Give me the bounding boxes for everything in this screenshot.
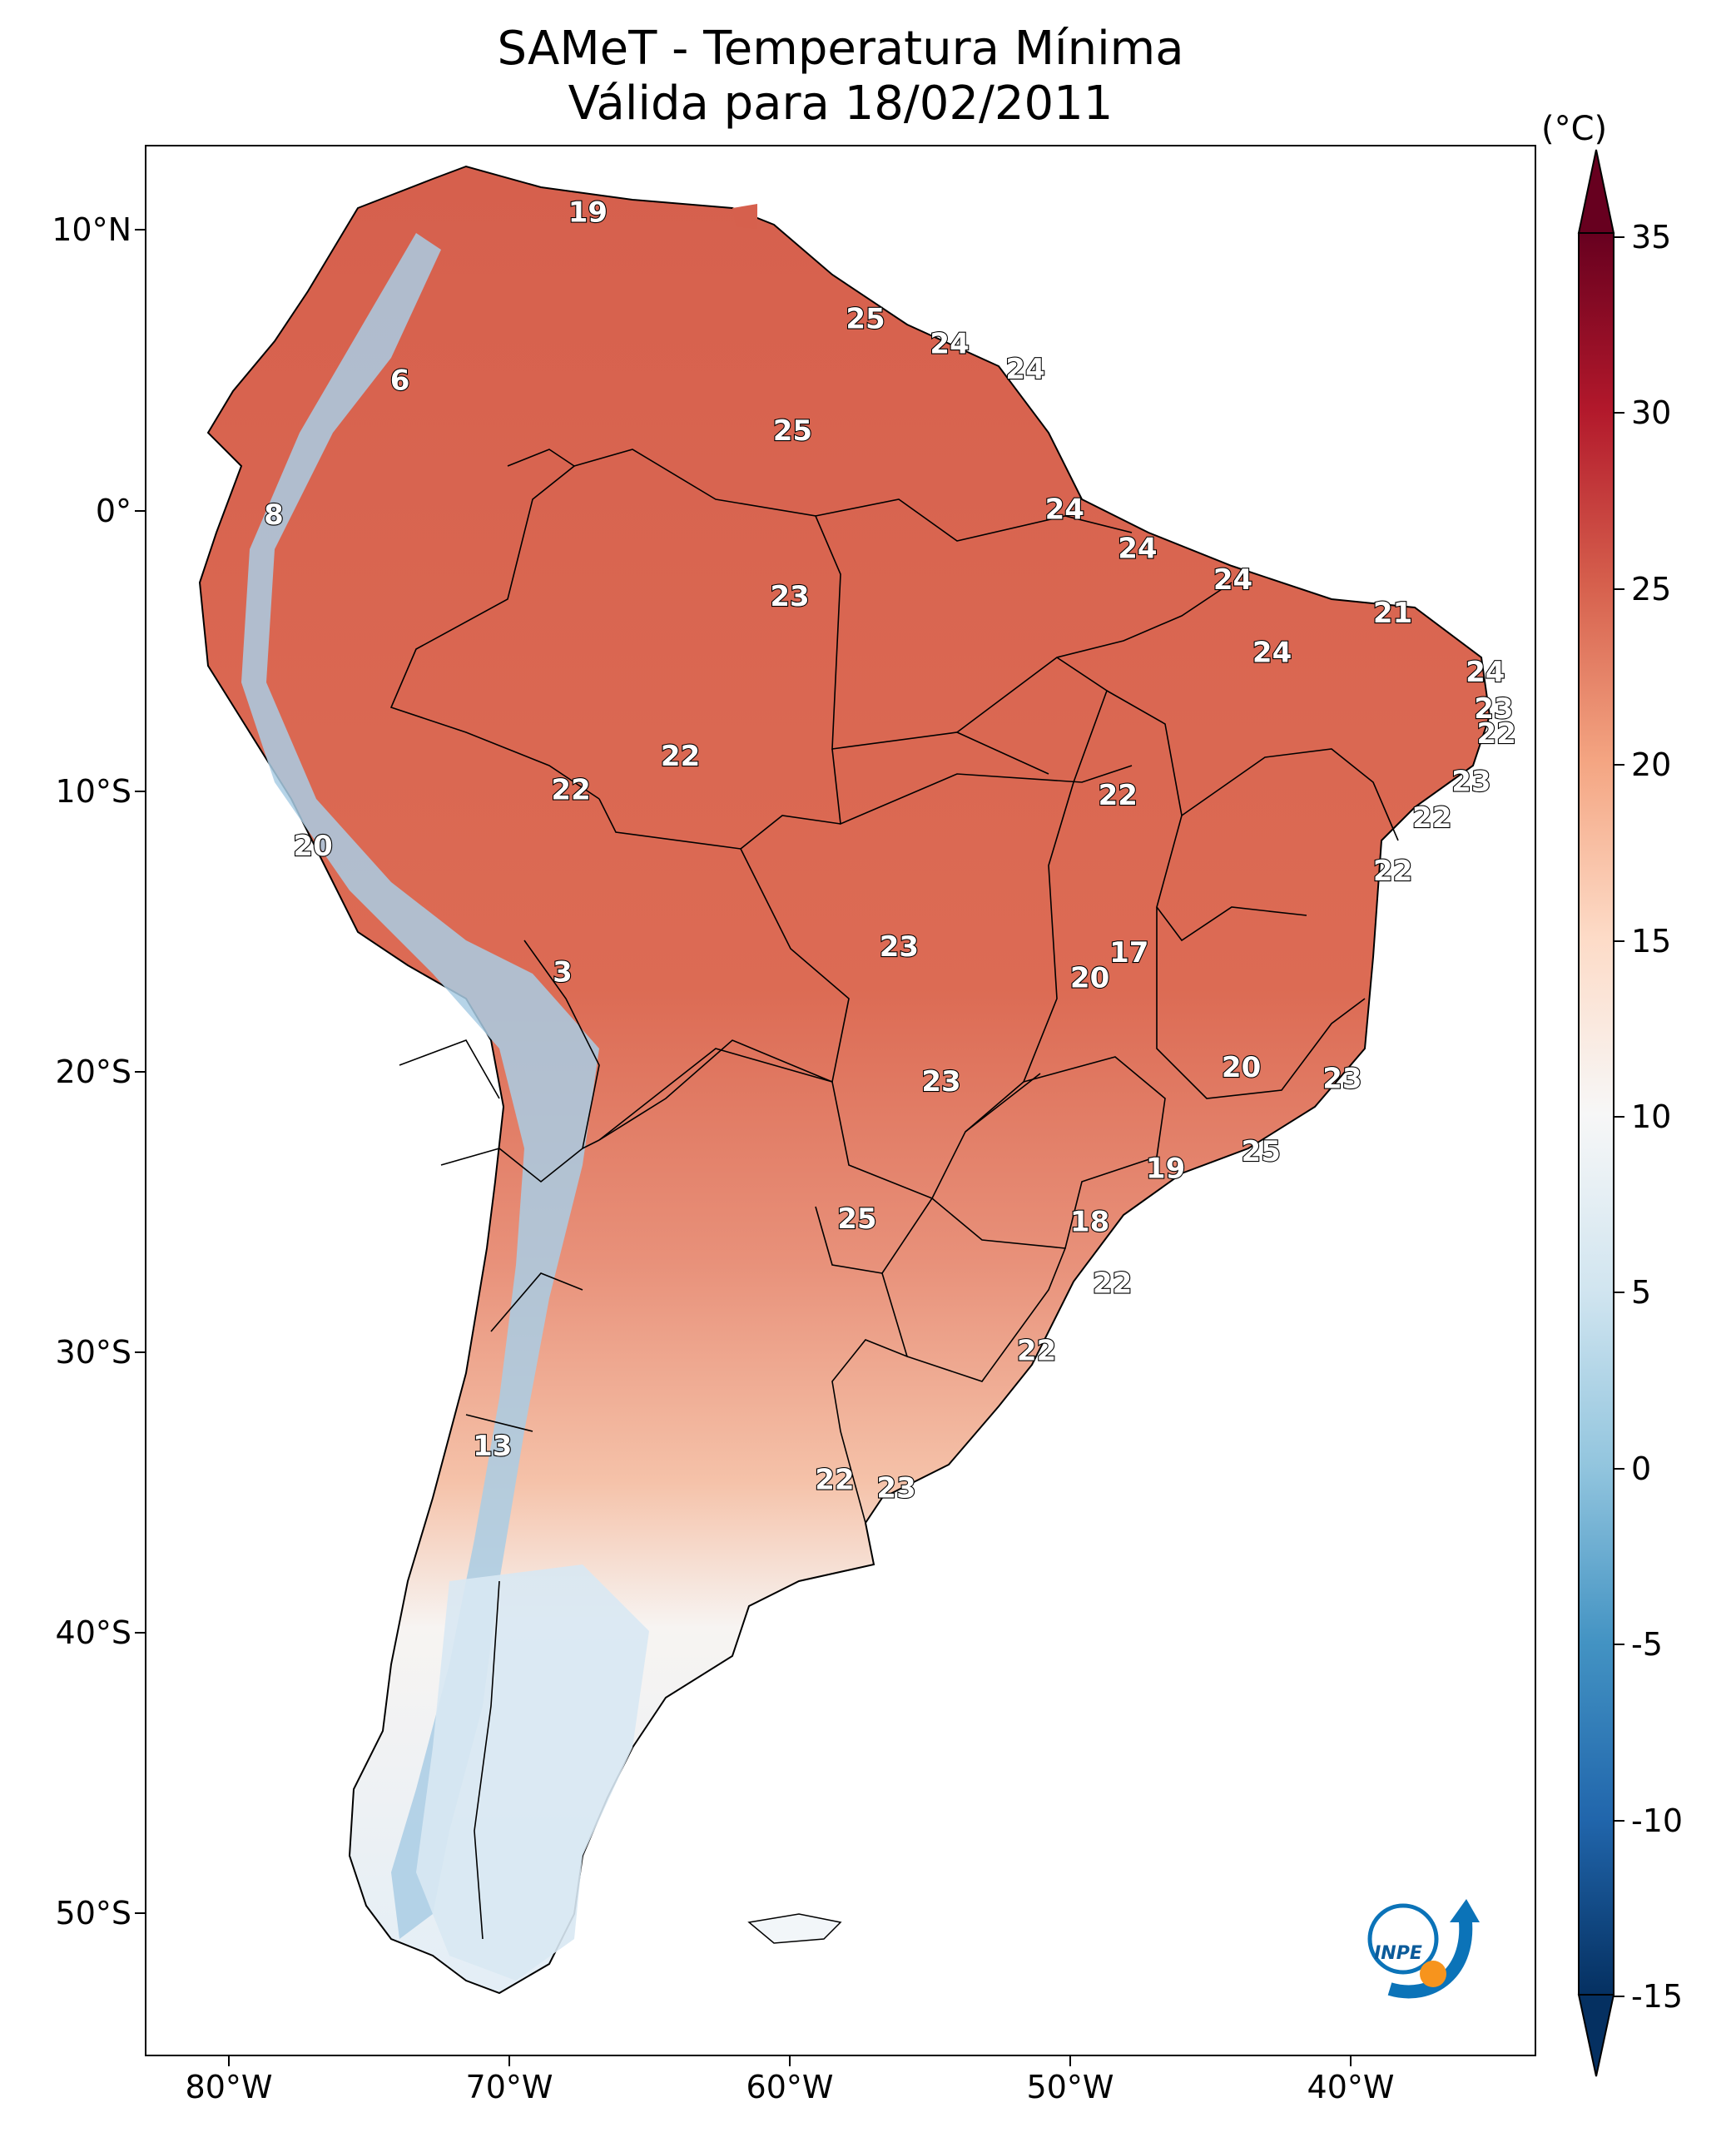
station-value-label: 23 — [1451, 765, 1490, 798]
andes-cold-region — [241, 233, 599, 1939]
lon-label-50w: 50°W — [1026, 2069, 1114, 2105]
station-value-label: 24 — [1005, 353, 1044, 386]
colorbar-tick-15: 15 — [1631, 923, 1672, 959]
lon-label-80w: 80°W — [185, 2069, 273, 2105]
svg-text:INPE: INPE — [1374, 1943, 1422, 1964]
station-value-label: 3 — [553, 956, 573, 989]
lon-label-40w: 40°W — [1307, 2069, 1395, 2105]
station-value-label: 13 — [473, 1430, 512, 1463]
station-value-label: 25 — [846, 302, 885, 335]
colorbar-tick-0: 0 — [1631, 1450, 1652, 1487]
colorbar — [1577, 149, 1624, 2077]
station-value-label: 19 — [568, 196, 608, 229]
inpe-logo: INPE — [1367, 1899, 1480, 1999]
station-value-label: 24 — [930, 328, 969, 361]
station-value-label: 20 — [293, 830, 332, 863]
station-value-label: 25 — [837, 1202, 876, 1236]
station-value-label: 22 — [1477, 717, 1516, 751]
axis-ticks — [135, 229, 1352, 2066]
station-value-label: 22 — [1373, 855, 1412, 888]
station-value-label: 24 — [1252, 636, 1292, 669]
station-value-label: 24 — [1213, 563, 1252, 597]
station-value-label: 23 — [921, 1065, 960, 1098]
station-value-label: 18 — [1070, 1206, 1109, 1239]
station-value-label: 22 — [661, 740, 700, 773]
station-value-label: 23 — [876, 1472, 915, 1505]
station-value-label: 23 — [1474, 692, 1513, 726]
colorbar-tick-30: 30 — [1631, 394, 1672, 431]
colorbar-tick-25: 25 — [1631, 571, 1672, 607]
station-value-label: 24 — [1118, 533, 1157, 566]
colorbar-tick-neg15: -15 — [1631, 1978, 1684, 2015]
station-value-label: 19 — [1146, 1153, 1185, 1186]
station-value-label: 25 — [1242, 1135, 1281, 1168]
station-value-label: 22 — [551, 774, 590, 807]
station-value-label: 20 — [1222, 1051, 1261, 1084]
lon-label-60w: 60°W — [746, 2069, 834, 2105]
colorbar-tick-35: 35 — [1631, 219, 1672, 255]
colorbar-tick-neg10: -10 — [1631, 1802, 1684, 1839]
trinidad-island — [732, 204, 757, 229]
map-border — [145, 145, 1536, 2056]
station-value-label: 22 — [815, 1464, 854, 1497]
station-value-label: 24 — [1466, 656, 1505, 689]
colorbar-tick-20: 20 — [1631, 746, 1672, 783]
station-value-label: 24 — [1045, 493, 1084, 527]
political-boundaries — [389, 449, 1399, 1940]
colorbar-tick-neg5: -5 — [1631, 1626, 1663, 1663]
lat-label-30s: 30°S — [55, 1334, 131, 1371]
falkland-islands — [747, 1913, 842, 1944]
south-america-landmass — [198, 165, 1491, 1995]
colorbar-tick-10: 10 — [1631, 1098, 1672, 1135]
station-value-label: 22 — [1093, 1267, 1132, 1301]
station-value-label: 20 — [1070, 961, 1109, 994]
station-value-label: 21 — [1373, 597, 1412, 630]
lat-label-10n: 10°N — [52, 211, 131, 248]
lat-label-10s: 10°S — [55, 773, 131, 810]
station-value-label: 23 — [1322, 1063, 1362, 1096]
station-value-label: 23 — [770, 580, 809, 613]
map-title: SAMeT - Temperatura Mínima — [497, 22, 1184, 76]
station-value-label: 22 — [1412, 801, 1451, 835]
station-value-label: 25 — [773, 414, 812, 448]
station-value-label: 23 — [880, 930, 919, 964]
colorbar-tick-5: 5 — [1631, 1274, 1652, 1311]
station-value-label: 17 — [1109, 936, 1148, 969]
patagonia-cool-region — [416, 1564, 649, 1981]
map-subtitle: Válida para 18/02/2011 — [568, 77, 1114, 131]
colorbar-unit: (°C) — [1541, 110, 1608, 148]
lon-label-70w: 70°W — [465, 2069, 553, 2105]
station-value-label: 8 — [264, 498, 284, 532]
lat-label-0: 0° — [95, 493, 131, 529]
lat-label-20s: 20°S — [55, 1054, 131, 1090]
station-value-label: 22 — [1099, 779, 1138, 812]
station-value-label: 6 — [390, 364, 410, 398]
station-value-label: 22 — [1017, 1335, 1056, 1368]
lat-label-40s: 40°S — [55, 1614, 131, 1651]
lat-label-50s: 50°S — [55, 1895, 131, 1931]
